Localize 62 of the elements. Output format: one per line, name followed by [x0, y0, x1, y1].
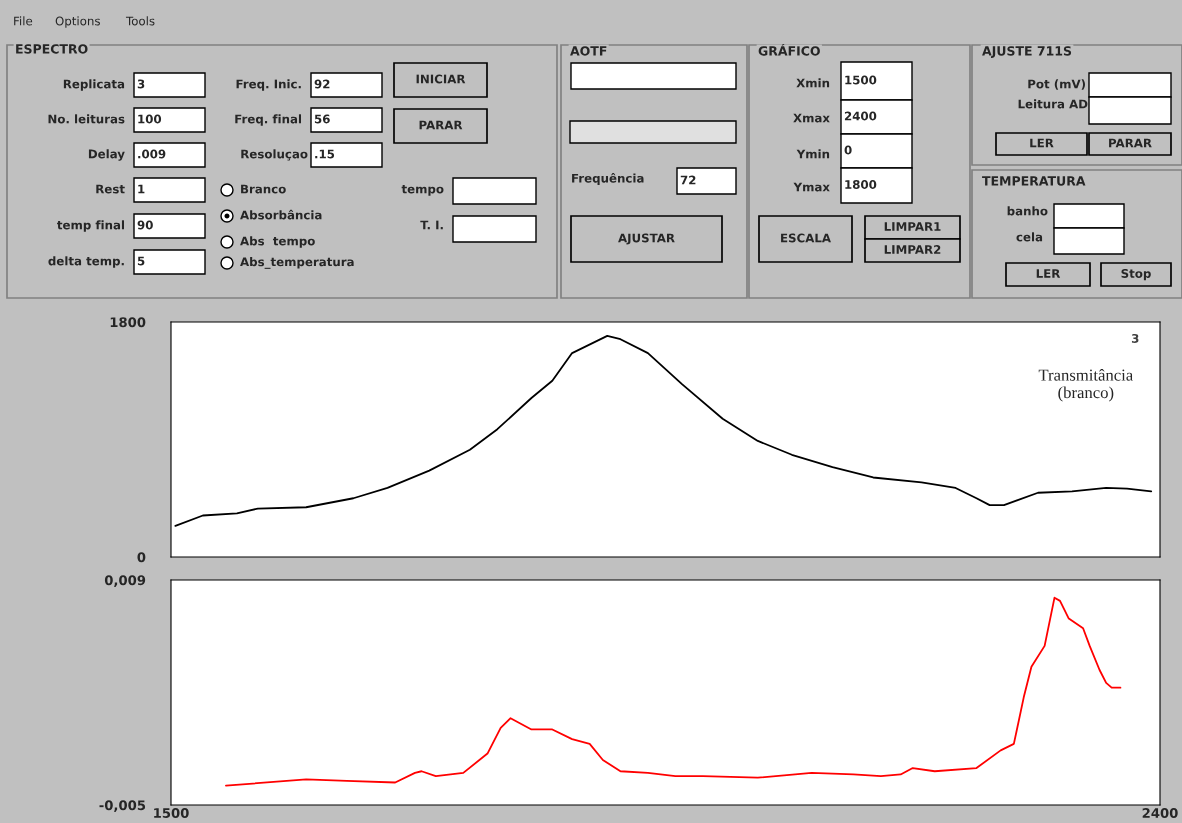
text: Stop	[1121, 269, 1151, 281]
text: Xmax	[793, 113, 830, 123]
text: 92	[314, 79, 330, 89]
text: Xmin	[796, 78, 830, 88]
text: File	[14, 16, 33, 26]
text: tempo	[401, 184, 444, 196]
text: T. I.	[420, 220, 443, 230]
text: 56	[314, 114, 330, 124]
text: 1800	[845, 180, 877, 189]
text: LIMPAR2	[884, 245, 941, 254]
text: 72	[680, 175, 696, 185]
text: Frequência	[572, 173, 644, 185]
text: AJUSTE 711S	[982, 46, 1072, 58]
y-tick-label: 0	[137, 552, 146, 563]
text: banho	[1007, 206, 1048, 216]
text: 1500	[845, 75, 877, 85]
text: Delay	[88, 149, 125, 161]
text: cela	[1016, 232, 1043, 242]
text: Abs_temperatura	[240, 257, 354, 269]
text: Freq. final	[235, 114, 302, 126]
text: 5	[137, 256, 145, 266]
text: Branco	[241, 184, 286, 194]
text: LER	[1036, 269, 1061, 278]
text: 2400	[844, 111, 877, 121]
text: 3	[137, 79, 145, 89]
text: AJUSTAR	[618, 233, 675, 245]
text: LIMPAR1	[884, 222, 941, 231]
text: 100	[138, 114, 162, 124]
text: ESPECTRO	[16, 44, 88, 54]
text: Abs tempo	[240, 236, 315, 248]
annotation: 3	[1131, 333, 1139, 343]
text: PARAR	[419, 120, 463, 130]
text: GRÁFICO	[758, 43, 820, 56]
text: Leitura AD	[1018, 99, 1088, 109]
y-tick-label: -0,005	[99, 800, 146, 812]
text: Freq. Inic.	[236, 79, 301, 91]
text: Ymin	[796, 149, 830, 159]
text: 90	[137, 220, 153, 230]
text: temp final	[57, 220, 125, 232]
text: Ymax	[793, 182, 830, 192]
text: Rest	[96, 184, 125, 194]
y-tick-label: 1800	[110, 317, 146, 328]
text: TEMPERATURA	[982, 176, 1086, 186]
text: No. leituras	[48, 114, 125, 124]
text: INICIAR	[416, 74, 466, 84]
text: Tools	[125, 16, 155, 26]
text: .15	[315, 149, 335, 159]
text: Options	[55, 16, 100, 28]
text: Absorbância	[240, 209, 322, 220]
text: Pot (mV)	[1028, 79, 1085, 90]
text: 1	[138, 184, 145, 194]
text: Replicata	[63, 79, 125, 91]
annotation: Transmitância (branco)	[1038, 368, 1133, 402]
text: PARAR	[1109, 138, 1152, 148]
text: .009	[138, 149, 166, 159]
text: ESCALA	[781, 233, 831, 243]
text: delta temp.	[48, 256, 124, 268]
text: AOTF	[570, 46, 607, 56]
text: 0	[844, 145, 852, 155]
text: LER	[1030, 138, 1054, 148]
text: Resoluçao	[241, 149, 308, 161]
y-tick-label: 0,009	[104, 575, 146, 587]
